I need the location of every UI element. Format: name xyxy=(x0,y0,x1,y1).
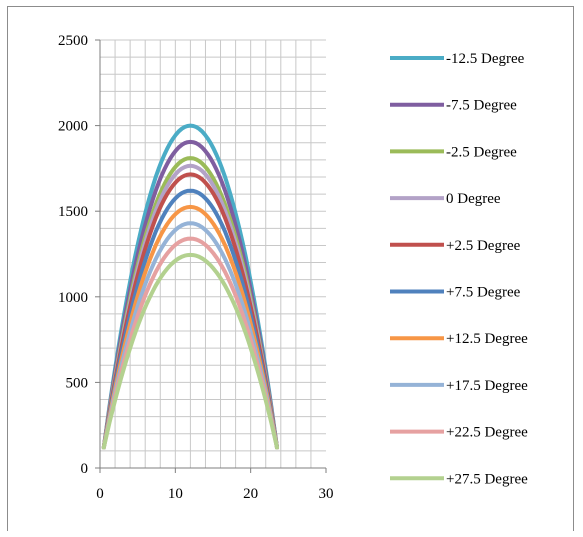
series-lines xyxy=(101,123,279,450)
axes: 0 500 1000 1500 2000 2500 0 10 20 30 xyxy=(58,33,334,502)
chart-frame xyxy=(7,6,574,531)
legend-label: -7.5 Degree xyxy=(446,98,517,114)
y-tick-label: 500 xyxy=(66,375,89,391)
legend-label: +17.5 Degree xyxy=(446,378,528,394)
series-line xyxy=(101,139,279,450)
series-line xyxy=(101,172,279,450)
x-tick-label: 30 xyxy=(319,486,334,502)
x-tick-label: 20 xyxy=(243,486,258,502)
series-line xyxy=(101,252,279,450)
y-tick-label: 2000 xyxy=(58,119,88,135)
legend: -12.5 Degree -7.5 Degree -2.5 Degree 0 Degr… xyxy=(390,51,528,487)
legend-label: +12.5 Degree xyxy=(446,331,528,347)
y-tick-label: 2500 xyxy=(58,33,88,49)
y-tick-label: 1000 xyxy=(58,290,88,306)
y-tick-label: 0 xyxy=(81,461,89,477)
y-tick-label: 1500 xyxy=(58,204,88,220)
series-line xyxy=(101,221,279,450)
series-line xyxy=(101,236,279,450)
legend-label: 0 Degree xyxy=(446,191,501,207)
x-tick-label: 10 xyxy=(168,486,183,502)
legend-label: -12.5 Degree xyxy=(446,51,525,67)
legend-label: +27.5 Degree xyxy=(446,471,528,487)
legend-label: +7.5 Degree xyxy=(446,285,521,301)
series-line xyxy=(101,188,279,450)
legend-label: +2.5 Degree xyxy=(446,238,521,254)
series-line xyxy=(101,204,279,450)
legend-label: -2.5 Degree xyxy=(446,144,517,160)
legend-label: +22.5 Degree xyxy=(446,425,528,441)
grid xyxy=(100,39,326,468)
x-tick-label: 0 xyxy=(96,486,104,502)
